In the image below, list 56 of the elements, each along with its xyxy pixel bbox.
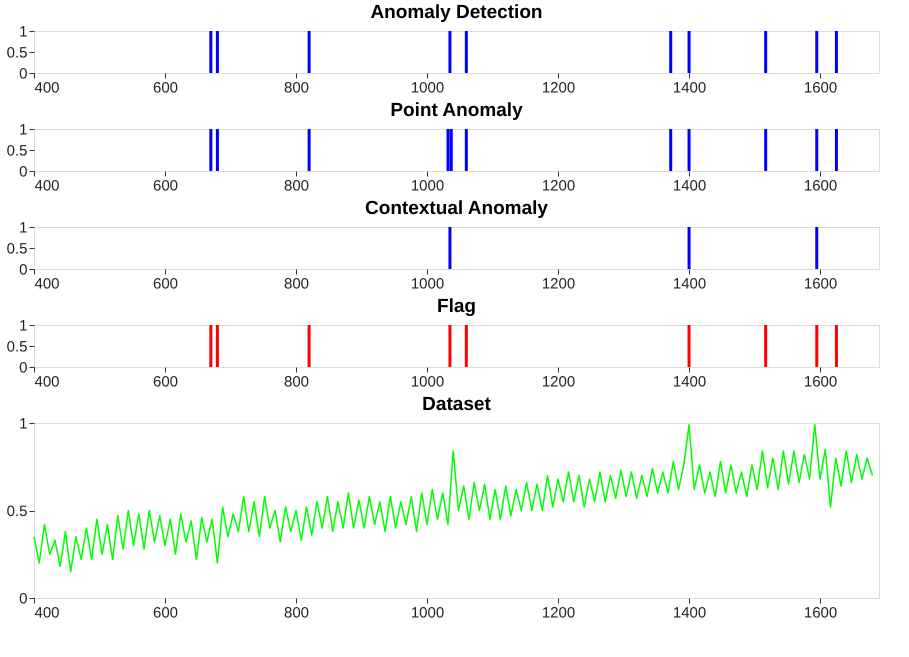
- x-tick-label: 1200: [542, 374, 576, 390]
- y-tick-label: 1: [19, 122, 28, 138]
- x-tick-label: 1600: [804, 178, 838, 194]
- y-tick-label: 1: [19, 220, 28, 236]
- y-tick-label: 0: [19, 262, 28, 278]
- x-tick-label: 1200: [542, 80, 576, 96]
- x-tick-label: 400: [34, 80, 60, 96]
- x-tick-label: 800: [284, 178, 310, 194]
- line-series: [33, 424, 874, 572]
- y-tick-label: 0.5: [6, 503, 28, 520]
- x-tick-label: 1400: [672, 276, 706, 292]
- y-tick-label: 0: [19, 66, 28, 82]
- chart-title: Anomaly Detection: [370, 2, 543, 23]
- chart-title: Contextual Anomaly: [365, 198, 548, 219]
- x-tick-label: 1600: [804, 80, 838, 96]
- x-tick-label: 1200: [542, 276, 576, 292]
- y-tick-label: 0.5: [6, 142, 28, 160]
- y-tick-label: 1: [19, 24, 28, 40]
- x-tick-label: 1400: [672, 80, 706, 96]
- x-tick-label: 400: [34, 374, 60, 390]
- x-tick-label: 1600: [804, 604, 838, 622]
- x-tick-label: 1000: [410, 80, 444, 96]
- y-tick-label: 0: [19, 164, 28, 180]
- x-tick-label: 1000: [410, 374, 444, 390]
- x-tick-label: 1200: [542, 178, 576, 194]
- x-tick-label: 600: [152, 178, 178, 194]
- x-tick-label: 1400: [672, 604, 706, 622]
- x-tick-label: 1200: [542, 604, 576, 622]
- x-tick-label: 1000: [410, 178, 444, 194]
- x-tick-label: 600: [152, 604, 178, 622]
- chart-title: Flag: [436, 296, 476, 317]
- x-tick-label: 400: [34, 178, 60, 194]
- x-tick-label: 600: [152, 276, 178, 292]
- chart-title: Dataset: [422, 394, 492, 415]
- x-tick-label: 600: [152, 374, 178, 390]
- y-tick-label: 0: [19, 360, 28, 376]
- x-tick-label: 1400: [672, 178, 706, 194]
- x-tick-label: 1600: [804, 276, 838, 292]
- y-tick-label: 0.5: [6, 44, 28, 62]
- y-tick-label: 0: [19, 590, 28, 608]
- chart-title: Point Anomaly: [390, 100, 524, 121]
- x-tick-label: 1000: [410, 604, 444, 622]
- y-tick-label: 1: [19, 318, 28, 334]
- x-tick-label: 800: [284, 80, 310, 96]
- x-tick-label: 400: [34, 604, 60, 622]
- y-tick-label: 1: [19, 416, 28, 432]
- y-tick-label: 0.5: [6, 240, 28, 258]
- x-tick-label: 1400: [672, 374, 706, 390]
- x-tick-label: 600: [152, 80, 178, 96]
- x-tick-label: 1000: [410, 276, 444, 292]
- x-tick-label: 800: [284, 604, 310, 622]
- x-tick-label: 400: [34, 276, 60, 292]
- x-tick-label: 800: [284, 276, 310, 292]
- y-tick-label: 0.5: [6, 338, 28, 356]
- x-tick-label: 800: [284, 374, 310, 390]
- x-tick-label: 1600: [804, 374, 838, 390]
